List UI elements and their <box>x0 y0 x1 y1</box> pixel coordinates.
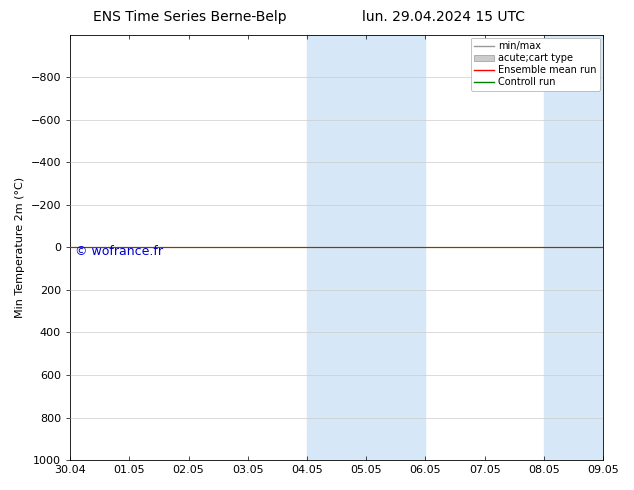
Text: ENS Time Series Berne-Belp: ENS Time Series Berne-Belp <box>93 10 287 24</box>
Bar <box>366 35 425 460</box>
Legend: min/max, acute;cart type, Ensemble mean run, Controll run: min/max, acute;cart type, Ensemble mean … <box>470 38 600 91</box>
Text: lun. 29.04.2024 15 UTC: lun. 29.04.2024 15 UTC <box>362 10 526 24</box>
Y-axis label: Min Temperature 2m (°C): Min Temperature 2m (°C) <box>15 177 25 318</box>
Text: © wofrance.fr: © wofrance.fr <box>75 245 164 258</box>
Bar <box>307 35 366 460</box>
Bar <box>544 35 603 460</box>
